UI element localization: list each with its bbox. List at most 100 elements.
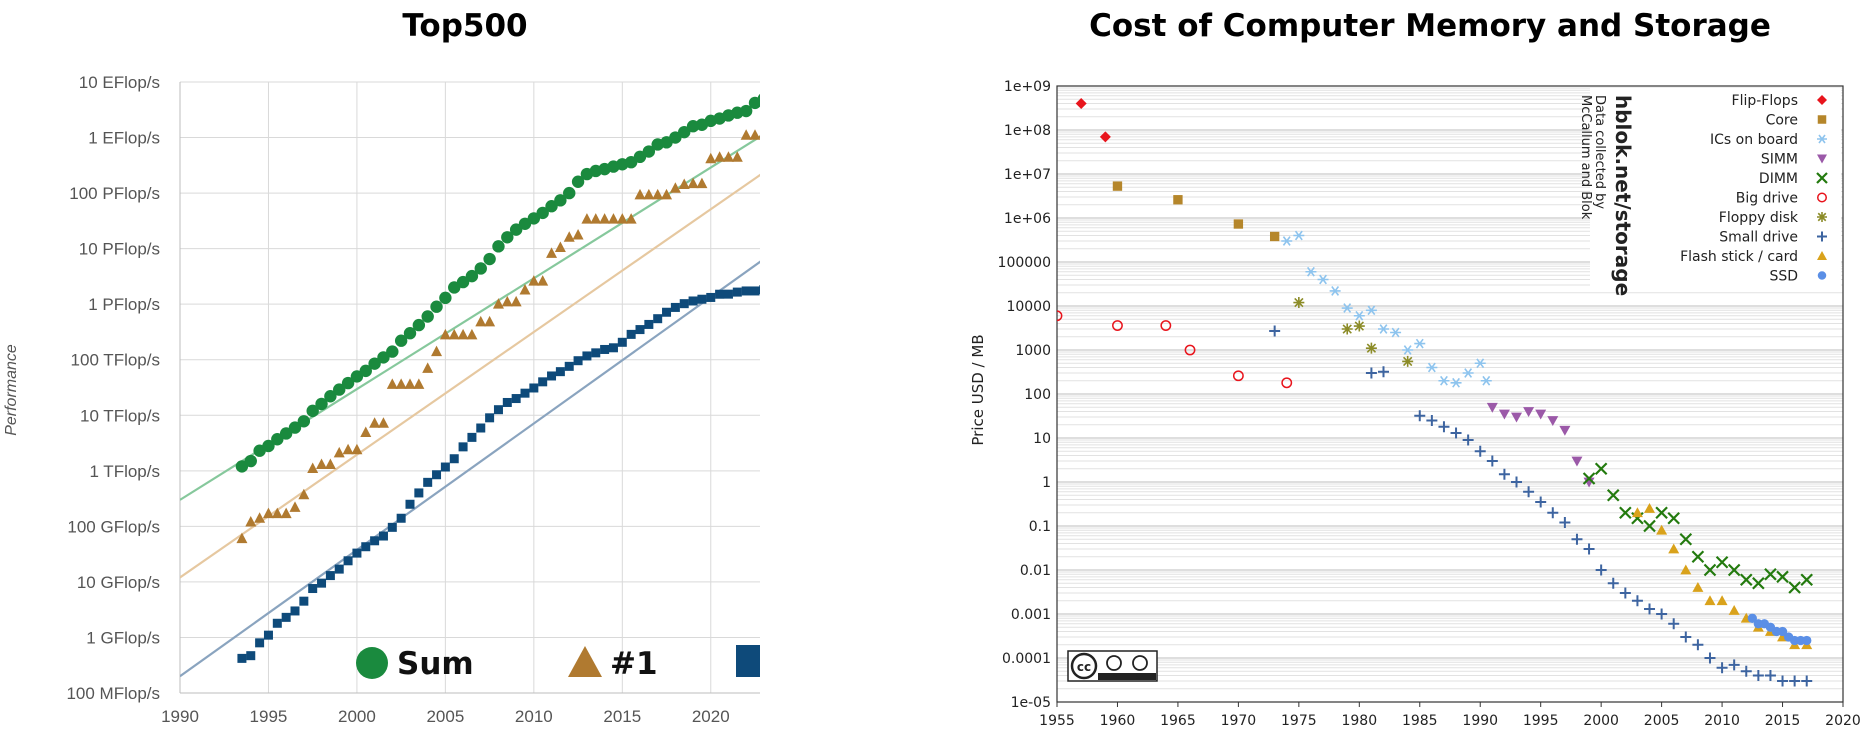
small-drive-point: [1365, 367, 1377, 379]
rank500-point: [688, 296, 698, 306]
small-drive-point: [1474, 445, 1486, 457]
rank500-point: [608, 343, 618, 353]
small-drive-point: [1498, 468, 1510, 480]
rank1-point: [705, 152, 717, 164]
rank500-point: [378, 531, 388, 541]
rank1-point: [360, 426, 372, 437]
rank500-point: [538, 377, 548, 387]
floppy-disk-point: [1293, 297, 1305, 309]
small-drive-point: [1668, 618, 1680, 630]
sum-point: [359, 364, 372, 378]
sum-point: [271, 433, 284, 446]
memory-credit-line1: Data collected by: [1592, 95, 1607, 209]
rank1-point: [537, 275, 549, 286]
rank500-point: [617, 337, 627, 347]
sum-point: [545, 200, 558, 213]
rank1-point: [546, 247, 558, 258]
rank1-point: [652, 188, 664, 200]
memory-ytick-label: 10000: [1006, 299, 1051, 315]
top500-grid: [179, 81, 760, 694]
rank500-point: [432, 470, 442, 480]
ics-on-board-point: [1329, 286, 1341, 296]
sum-point: [465, 269, 479, 283]
sum-point: [492, 240, 505, 253]
sum-point: [350, 370, 364, 383]
flash-stick-card-point: [1692, 582, 1704, 592]
dimm-point: [1606, 488, 1620, 502]
memory-ytick-label: 1e+08: [1004, 123, 1051, 139]
rank1-point: [262, 507, 274, 519]
dimm-point: [1691, 550, 1705, 564]
rank1-point: [501, 295, 513, 307]
rank1-point: [731, 151, 743, 162]
sum-point: [678, 125, 691, 139]
rank500-point: [485, 413, 495, 423]
memory-ytick-label: 0.0001: [1002, 651, 1051, 667]
legend-rank1-icon: [568, 646, 602, 677]
top500-ytick-label: 100 PFlop/s: [69, 184, 160, 203]
rank500-point: [723, 289, 733, 299]
floppy-disk-point: [1353, 320, 1365, 332]
rank1-point: [245, 515, 257, 527]
rank1-point: [475, 315, 487, 327]
small-drive-point: [1656, 608, 1668, 620]
memory-xtick-label: 1970: [1221, 713, 1257, 729]
rank1-point: [466, 328, 478, 340]
memory-legend-marker: [1817, 154, 1827, 164]
sum-point: [456, 275, 470, 289]
floppy-disk-point: [1341, 323, 1353, 335]
rank1-point: [439, 328, 451, 340]
sum-point: [386, 345, 399, 358]
rank500-point: [263, 630, 273, 640]
dimm-point: [1703, 563, 1717, 577]
top500-xtick-label: 2020: [692, 707, 730, 726]
rank500-point: [750, 286, 760, 296]
sum-point: [536, 206, 549, 220]
rank1-point: [661, 188, 673, 200]
rank500-point: [440, 462, 450, 472]
rank1-point: [342, 443, 354, 455]
dimm-point: [1788, 581, 1801, 594]
rank1-point: [298, 488, 310, 500]
memory-legend-marker: [1816, 172, 1828, 184]
rank1-point: [554, 241, 566, 252]
memory-legend-label: DIMM: [1759, 171, 1798, 187]
memory-legend-marker: [1817, 95, 1827, 105]
memory-legend-label: Flip-Flops: [1732, 93, 1798, 109]
ics-on-board-point: [1353, 310, 1365, 321]
small-drive-point: [1450, 427, 1462, 439]
big-drive-point: [1160, 320, 1172, 331]
rank500-point: [493, 405, 503, 415]
sum-point: [421, 310, 434, 323]
rank1-point: [280, 507, 292, 519]
ics-on-board-point: [1365, 305, 1377, 316]
memory-grid: [1057, 85, 1843, 703]
small-drive-point: [1486, 455, 1498, 467]
top500-ytick-label: 1 EFlop/s: [88, 129, 160, 148]
flip-flops-point: [1099, 131, 1111, 143]
memory-ytick-label: 1e+07: [1004, 167, 1051, 183]
rank500-point: [529, 383, 539, 393]
rank1-point: [377, 417, 389, 428]
small-drive-point: [1547, 507, 1559, 519]
top500-ytick-label: 100 TFlop/s: [71, 351, 160, 370]
trend-line-square: [180, 260, 760, 678]
memory-xtick-label: 2000: [1583, 713, 1619, 729]
memory-ytick-label: 1e-05: [1011, 695, 1051, 711]
rank1-point: [492, 298, 504, 309]
rank500-point: [582, 351, 592, 361]
memory-legend-label: SSD: [1769, 269, 1798, 285]
small-drive-point: [1377, 366, 1389, 378]
rank500-point: [423, 477, 433, 487]
small-drive-point: [1571, 533, 1583, 545]
memory-legend-marker: [1817, 251, 1827, 260]
rank500-point: [414, 488, 424, 498]
memory-xtick-label: 2020: [1825, 713, 1861, 729]
sum-point: [483, 252, 496, 266]
rank500-point: [697, 294, 707, 304]
simm-point: [1535, 409, 1547, 420]
top500-ytick-label: 100 GFlop/s: [67, 517, 160, 536]
small-drive-point: [1438, 421, 1450, 433]
sum-point: [297, 415, 311, 428]
rank1-point: [395, 378, 407, 389]
